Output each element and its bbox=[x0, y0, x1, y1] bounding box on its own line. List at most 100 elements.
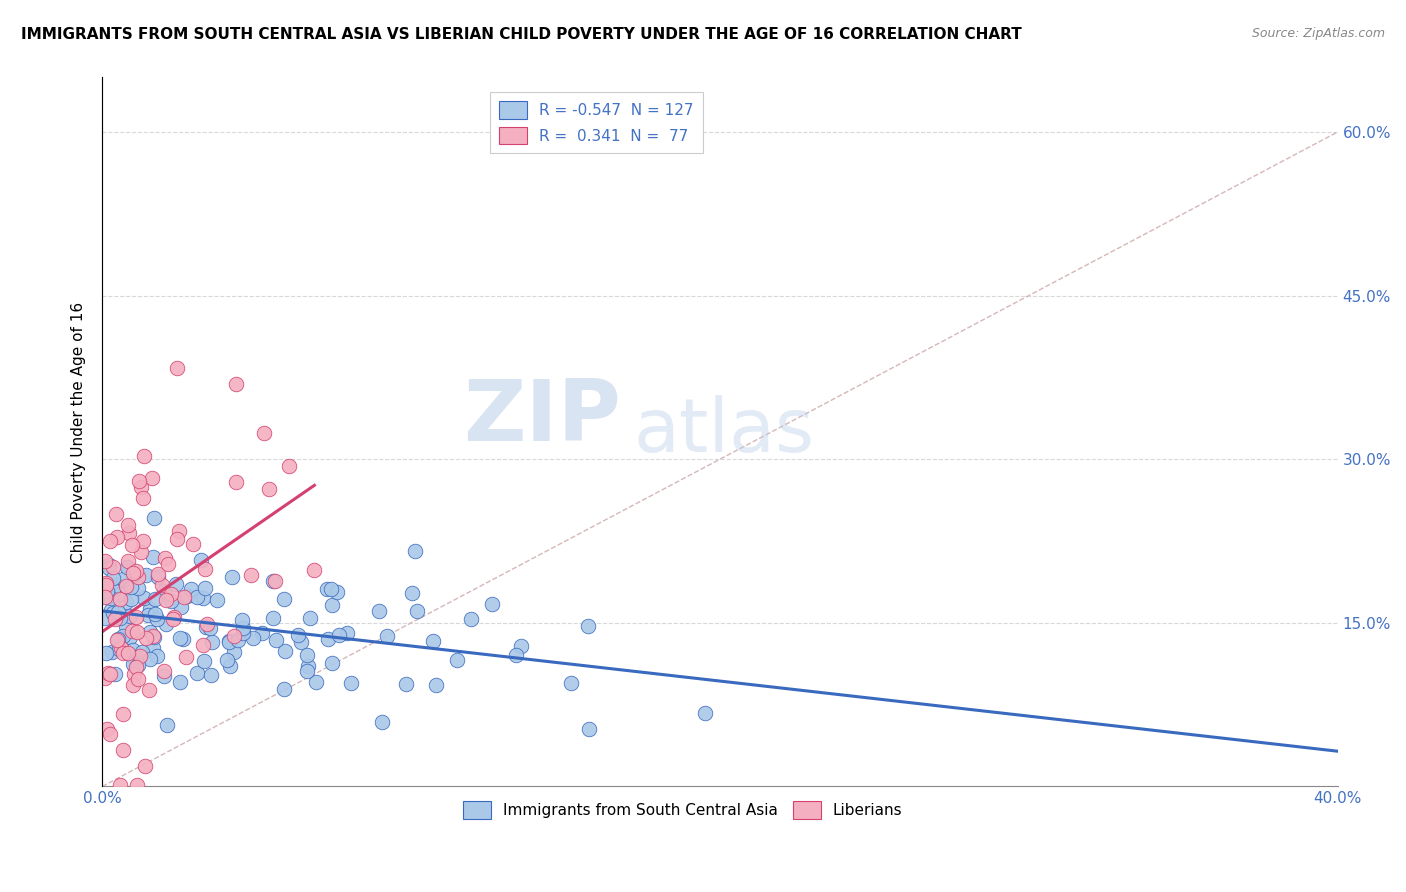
Point bbox=[297, 664, 319, 678]
Point bbox=[124, 651, 146, 665]
Point bbox=[94, 611, 117, 625]
Text: ZIP: ZIP bbox=[464, 376, 621, 459]
Point bbox=[134, 759, 156, 773]
Point bbox=[94, 582, 117, 596]
Point bbox=[172, 632, 194, 647]
Legend: Immigrants from South Central Asia, Liberians: Immigrants from South Central Asia, Libe… bbox=[457, 795, 908, 825]
Point bbox=[107, 632, 129, 646]
Point bbox=[165, 577, 187, 591]
Point bbox=[298, 611, 321, 625]
Point bbox=[195, 616, 218, 631]
Point bbox=[118, 526, 141, 541]
Point bbox=[108, 591, 131, 606]
Point bbox=[318, 632, 340, 646]
Point bbox=[108, 610, 131, 624]
Point bbox=[135, 632, 157, 646]
Point bbox=[232, 625, 254, 640]
Point bbox=[190, 553, 212, 567]
Point bbox=[141, 471, 163, 485]
Point bbox=[121, 566, 143, 580]
Point bbox=[108, 641, 131, 656]
Point bbox=[169, 524, 191, 538]
Point bbox=[105, 578, 128, 592]
Point bbox=[152, 584, 174, 599]
Point bbox=[121, 568, 143, 582]
Point bbox=[169, 675, 191, 690]
Point bbox=[98, 667, 121, 681]
Point bbox=[222, 645, 245, 659]
Point bbox=[100, 533, 122, 548]
Point bbox=[163, 610, 186, 624]
Point bbox=[328, 627, 350, 641]
Point bbox=[219, 659, 242, 673]
Point bbox=[104, 507, 127, 521]
Point bbox=[139, 602, 162, 616]
Point bbox=[146, 570, 169, 584]
Point bbox=[155, 616, 177, 631]
Point bbox=[100, 645, 122, 659]
Point bbox=[143, 631, 166, 645]
Point bbox=[96, 575, 118, 590]
Point bbox=[125, 564, 148, 578]
Point bbox=[111, 743, 134, 757]
Point bbox=[142, 629, 165, 643]
Point bbox=[560, 675, 582, 690]
Point bbox=[129, 545, 152, 559]
Point bbox=[108, 778, 131, 792]
Point bbox=[117, 559, 139, 574]
Point bbox=[274, 643, 297, 657]
Point bbox=[305, 675, 328, 690]
Point bbox=[446, 653, 468, 667]
Point bbox=[97, 558, 120, 573]
Text: IMMIGRANTS FROM SOUTH CENTRAL ASIA VS LIBERIAN CHILD POVERTY UNDER THE AGE OF 16: IMMIGRANTS FROM SOUTH CENTRAL ASIA VS LI… bbox=[21, 27, 1022, 42]
Point bbox=[110, 640, 132, 655]
Point bbox=[139, 651, 162, 665]
Point bbox=[221, 569, 243, 583]
Point bbox=[120, 609, 142, 624]
Point bbox=[226, 632, 249, 647]
Point bbox=[117, 646, 139, 660]
Point bbox=[112, 573, 135, 587]
Point bbox=[576, 618, 599, 632]
Point bbox=[176, 649, 198, 664]
Point bbox=[262, 574, 284, 588]
Point bbox=[336, 626, 359, 640]
Point bbox=[287, 628, 309, 642]
Point bbox=[107, 605, 129, 619]
Point bbox=[218, 634, 240, 648]
Point bbox=[295, 648, 318, 662]
Point bbox=[128, 474, 150, 488]
Point bbox=[127, 570, 149, 584]
Point bbox=[121, 538, 143, 552]
Point bbox=[169, 631, 191, 645]
Point bbox=[143, 591, 166, 606]
Point bbox=[290, 635, 312, 649]
Point bbox=[100, 603, 122, 617]
Point bbox=[110, 587, 132, 601]
Point bbox=[120, 591, 142, 606]
Point bbox=[481, 597, 503, 611]
Point bbox=[176, 590, 198, 604]
Point bbox=[277, 459, 299, 474]
Point bbox=[101, 583, 124, 598]
Y-axis label: Child Poverty Under the Age of 16: Child Poverty Under the Age of 16 bbox=[72, 301, 86, 563]
Point bbox=[97, 561, 120, 575]
Point bbox=[94, 590, 117, 604]
Point bbox=[127, 673, 149, 687]
Point bbox=[122, 678, 145, 692]
Point bbox=[117, 518, 139, 533]
Point bbox=[122, 657, 145, 671]
Point bbox=[157, 557, 180, 571]
Point bbox=[222, 629, 245, 643]
Point bbox=[135, 568, 157, 582]
Point bbox=[200, 667, 222, 681]
Point bbox=[153, 669, 176, 683]
Point bbox=[191, 591, 214, 605]
Point bbox=[425, 678, 447, 692]
Point bbox=[186, 590, 208, 604]
Point bbox=[264, 574, 287, 588]
Point bbox=[115, 579, 138, 593]
Point bbox=[127, 657, 149, 672]
Point bbox=[173, 590, 195, 604]
Point bbox=[101, 606, 124, 620]
